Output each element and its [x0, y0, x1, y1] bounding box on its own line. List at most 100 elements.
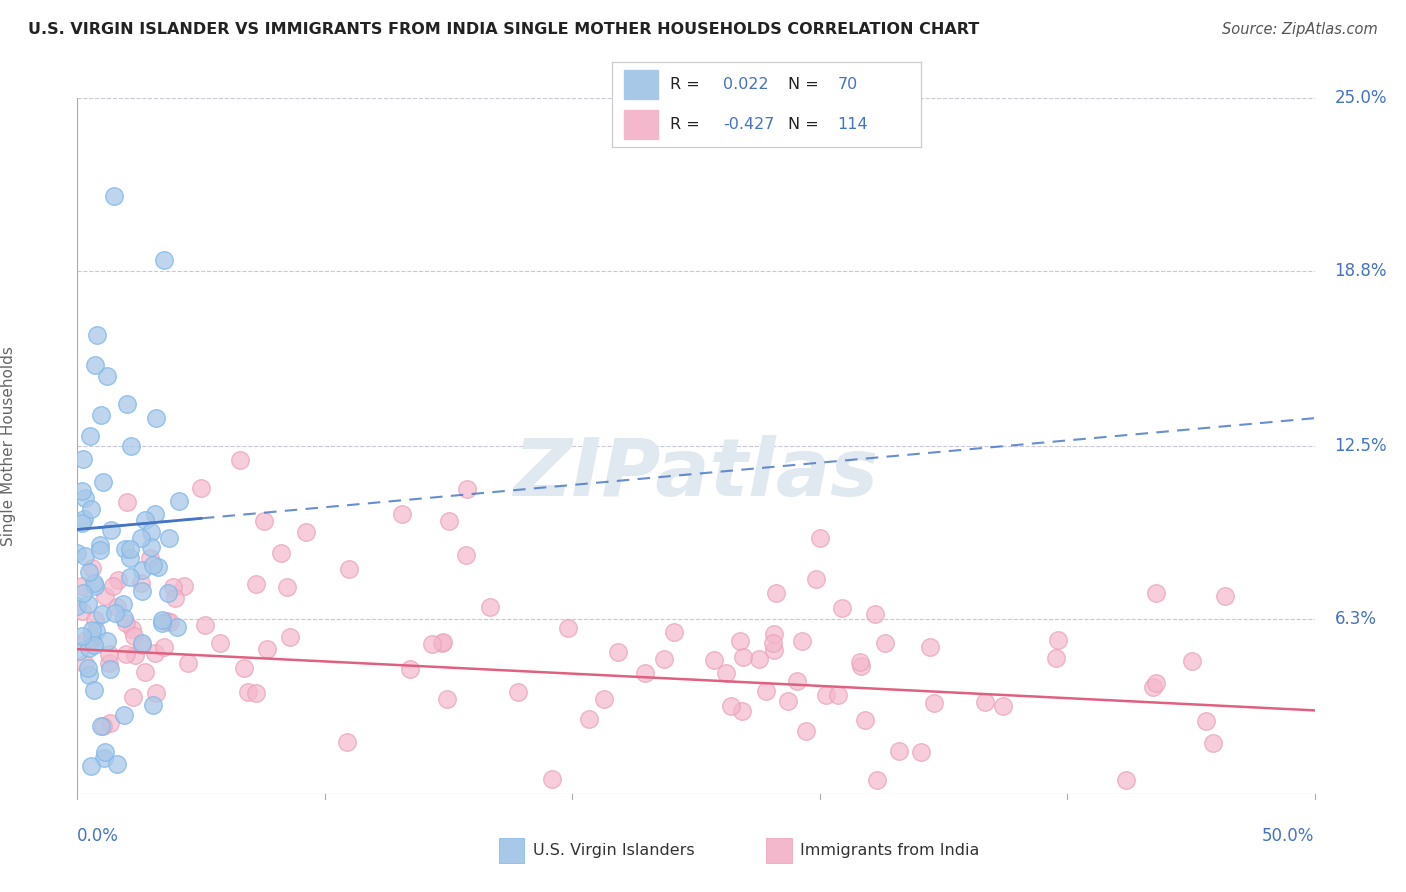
Point [806, 572, 828, 586]
Point [66, 546, 89, 560]
Point [112, 708, 135, 723]
Point [398, 662, 420, 676]
Text: N =: N = [787, 117, 824, 132]
Point [910, 745, 932, 759]
Point [162, 581, 184, 595]
Text: R =: R = [671, 77, 706, 92]
Point [294, 524, 316, 539]
Point [456, 482, 478, 496]
Point [1045, 651, 1067, 665]
Point [80, 502, 103, 516]
Point [177, 656, 200, 670]
Point [763, 627, 786, 641]
Point [124, 648, 146, 662]
Point [276, 581, 298, 595]
Point [652, 652, 675, 666]
Point [156, 614, 179, 628]
Point [73, 512, 96, 526]
Point [866, 772, 889, 787]
Point [107, 573, 129, 587]
Point [163, 591, 186, 605]
Point [145, 507, 167, 521]
Point [77, 597, 100, 611]
Point [145, 686, 167, 700]
Point [70, 516, 93, 530]
Point [105, 756, 128, 771]
Point [100, 523, 122, 537]
Point [436, 692, 458, 706]
Point [748, 652, 770, 666]
Point [91, 607, 114, 622]
Point [762, 643, 785, 657]
Point [94, 590, 117, 604]
Point [557, 621, 579, 635]
Text: 70: 70 [838, 77, 858, 92]
Point [121, 623, 143, 637]
Point [478, 599, 501, 614]
Point [703, 653, 725, 667]
Point [159, 615, 181, 629]
Point [112, 611, 135, 625]
Point [1181, 654, 1204, 668]
Point [190, 481, 212, 495]
Point [129, 531, 152, 545]
Point [153, 252, 176, 267]
Point [105, 600, 128, 615]
Point [991, 699, 1014, 714]
Point [86, 327, 108, 342]
Text: U.S. Virgin Islanders: U.S. Virgin Islanders [533, 844, 695, 858]
Point [1195, 714, 1218, 729]
Point [91, 475, 114, 490]
Point [540, 772, 562, 787]
Point [762, 636, 785, 650]
Point [437, 514, 460, 528]
Point [143, 646, 166, 660]
Point [578, 712, 600, 726]
Point [77, 668, 100, 682]
Point [875, 636, 897, 650]
Point [1144, 585, 1167, 599]
Point [104, 606, 127, 620]
Point [233, 661, 256, 675]
Point [121, 690, 143, 705]
Point [146, 560, 169, 574]
Point [278, 630, 301, 644]
Point [337, 562, 360, 576]
Text: 6.3%: 6.3% [1334, 609, 1376, 628]
Point [765, 586, 787, 600]
Point [887, 744, 910, 758]
Point [77, 566, 100, 580]
Point [75, 657, 97, 672]
Point [131, 575, 153, 590]
Point [270, 546, 292, 560]
Point [1115, 772, 1137, 787]
Point [863, 607, 886, 622]
Point [831, 601, 853, 615]
Point [731, 650, 754, 665]
Point [75, 549, 97, 563]
Point [786, 673, 808, 688]
Point [70, 484, 93, 499]
Point [67, 644, 90, 658]
Point [918, 640, 941, 654]
Point [335, 735, 357, 749]
Point [142, 698, 165, 713]
Point [134, 665, 156, 679]
Point [75, 633, 97, 648]
Point [120, 550, 142, 565]
Point [156, 585, 179, 599]
Text: 12.5%: 12.5% [1334, 437, 1388, 455]
Point [454, 548, 477, 562]
Point [634, 665, 657, 680]
Point [83, 683, 105, 698]
Point [115, 616, 138, 631]
Bar [624, 70, 658, 99]
Bar [624, 110, 658, 139]
Point [66, 599, 89, 613]
Point [508, 684, 530, 698]
Point [114, 648, 136, 662]
Point [82, 632, 104, 647]
Point [120, 569, 142, 583]
Point [238, 685, 260, 699]
Point [103, 188, 125, 202]
